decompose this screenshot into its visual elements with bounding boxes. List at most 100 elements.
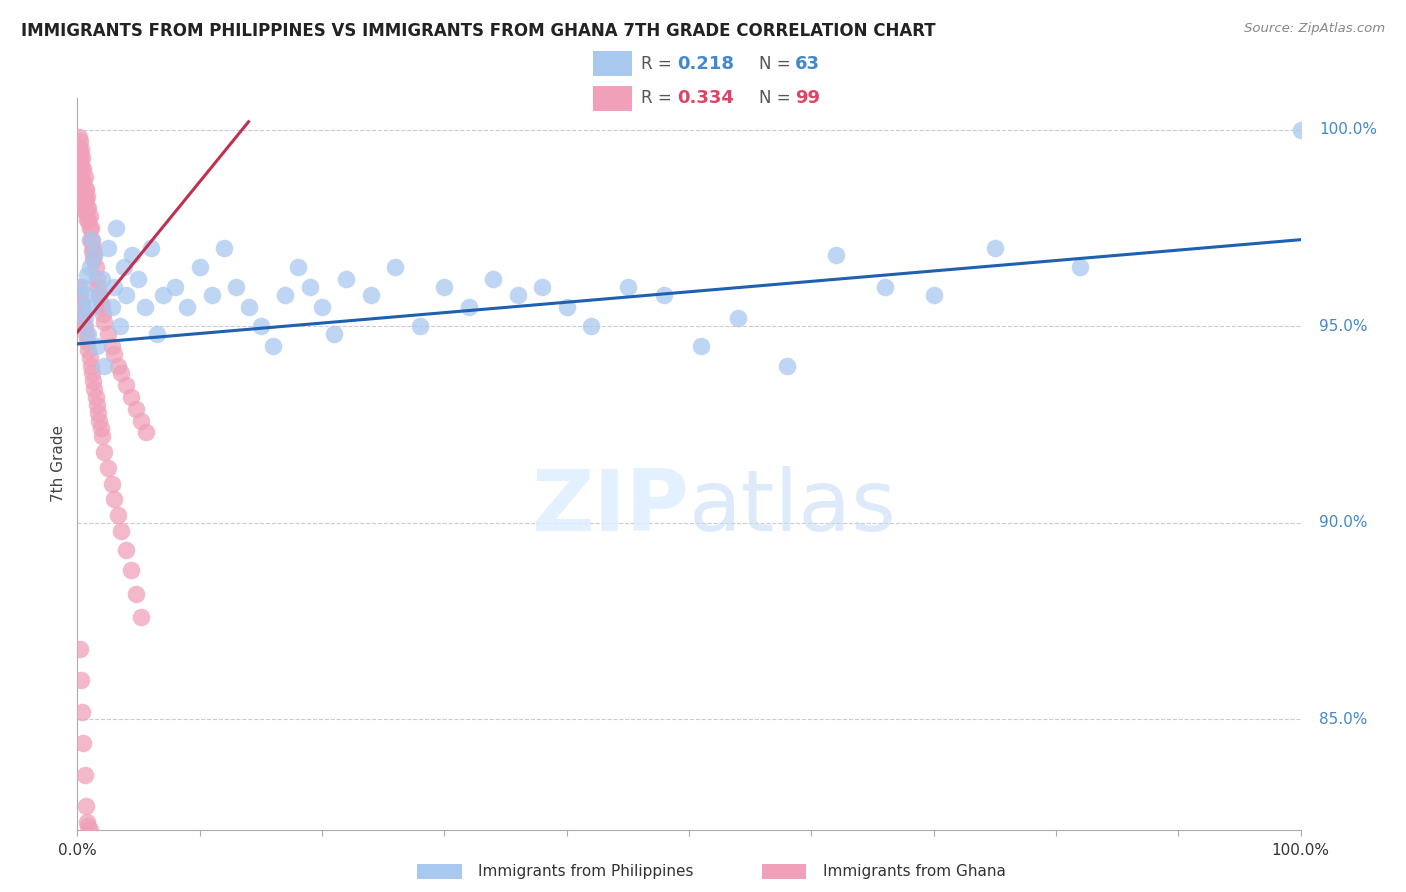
Point — [75, 205, 97, 219]
Point — [76, 213, 98, 227]
Point — [77, 201, 100, 215]
Point — [922, 287, 945, 301]
Point — [93, 445, 115, 459]
Point — [72, 161, 94, 176]
Point — [100, 339, 122, 353]
Point — [311, 300, 333, 314]
Point — [103, 280, 125, 294]
Text: 0.334: 0.334 — [678, 89, 734, 107]
Point — [82, 241, 104, 255]
Point — [70, 295, 93, 310]
Point — [75, 181, 97, 195]
Bar — [418, 863, 461, 880]
Point — [70, 186, 93, 200]
Point — [115, 378, 138, 392]
Point — [100, 300, 122, 314]
Point — [70, 673, 93, 687]
Point — [69, 169, 91, 184]
Point — [80, 300, 103, 314]
Point — [298, 280, 321, 294]
Point — [70, 142, 93, 156]
Text: 63: 63 — [796, 55, 820, 73]
Point — [360, 287, 382, 301]
Text: 0.218: 0.218 — [678, 55, 734, 73]
Point — [97, 327, 120, 342]
Point — [89, 287, 111, 301]
Point — [120, 563, 142, 577]
Point — [70, 189, 93, 203]
Text: 100.0%: 100.0% — [1319, 122, 1376, 137]
Point — [86, 272, 108, 286]
Point — [79, 260, 101, 275]
Point — [83, 248, 105, 262]
Point — [69, 641, 91, 656]
Point — [75, 799, 97, 814]
Point — [70, 150, 93, 164]
Point — [76, 334, 98, 349]
Point — [90, 300, 112, 314]
Point — [70, 161, 93, 176]
Point — [69, 158, 91, 172]
Point — [129, 414, 152, 428]
Point — [83, 248, 105, 262]
Point — [984, 241, 1007, 255]
Point — [77, 213, 100, 227]
Point — [225, 280, 247, 294]
Text: 100.0%: 100.0% — [1271, 843, 1330, 858]
Point — [127, 272, 149, 286]
Point — [86, 339, 108, 353]
Point — [80, 233, 103, 247]
Point — [93, 315, 115, 329]
Point — [77, 343, 100, 357]
Point — [188, 260, 211, 275]
Point — [238, 300, 260, 314]
Bar — [762, 863, 806, 880]
Point — [433, 280, 456, 294]
Point — [75, 194, 97, 208]
Point — [73, 311, 96, 326]
Point — [84, 260, 107, 275]
Point — [76, 201, 98, 215]
Point — [72, 736, 94, 750]
Bar — [592, 86, 631, 111]
Point — [90, 272, 112, 286]
Point — [824, 248, 846, 262]
Point — [73, 169, 96, 184]
Point — [77, 819, 100, 833]
Point — [100, 476, 122, 491]
Point — [70, 174, 93, 188]
Point — [146, 327, 169, 342]
Point — [121, 248, 143, 262]
Point — [77, 327, 100, 342]
Point — [73, 767, 96, 781]
Point — [76, 189, 98, 203]
Point — [90, 429, 112, 443]
Point — [73, 205, 96, 219]
Text: N =: N = — [759, 55, 796, 73]
Text: 85.0%: 85.0% — [1319, 712, 1367, 727]
Point — [555, 300, 578, 314]
Point — [873, 280, 896, 294]
Point — [82, 374, 104, 388]
Point — [274, 287, 297, 301]
Point — [115, 543, 138, 558]
Text: 95.0%: 95.0% — [1319, 318, 1367, 334]
Point — [76, 814, 98, 829]
Point — [531, 280, 554, 294]
Point — [73, 319, 96, 334]
Point — [83, 382, 105, 396]
Point — [69, 287, 91, 301]
Text: 99: 99 — [796, 89, 820, 107]
Point — [84, 390, 107, 404]
Point — [82, 252, 104, 267]
Point — [79, 233, 101, 247]
Point — [75, 287, 97, 301]
Point — [70, 197, 93, 211]
Point — [110, 524, 132, 538]
Point — [115, 287, 138, 301]
Point — [91, 307, 114, 321]
Point — [80, 220, 103, 235]
Point — [90, 421, 112, 435]
Point — [1289, 122, 1312, 136]
Point — [176, 300, 198, 314]
